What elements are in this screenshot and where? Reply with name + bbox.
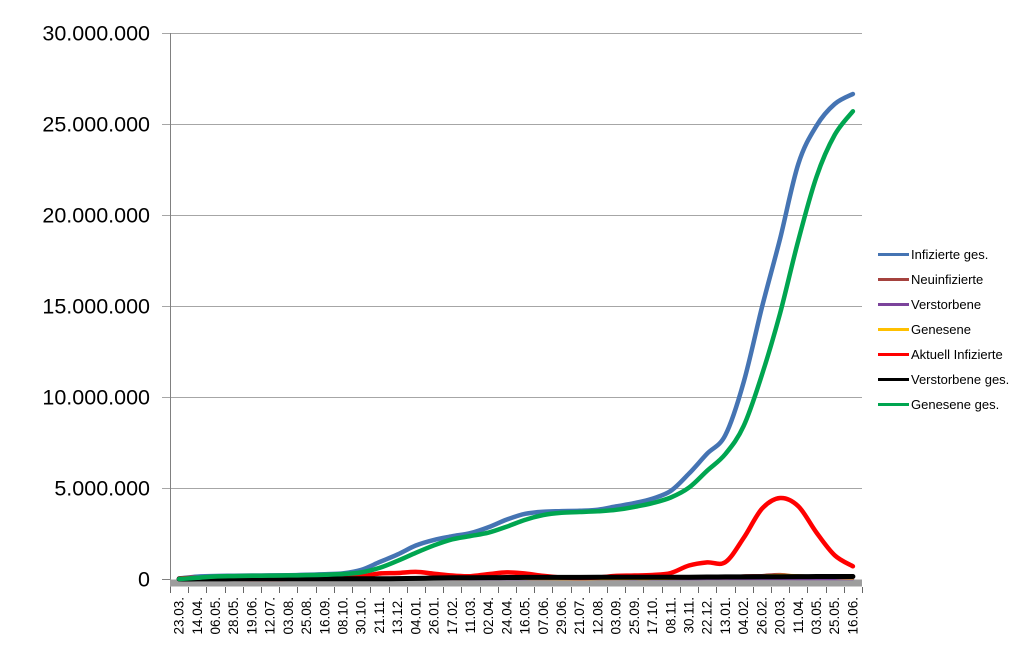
chart-legend: Infizierte ges. Neuinfizierte Verstorbene G… [878,242,1009,417]
x-axis-label: 13.12. [390,597,405,635]
legend-line-swatch [878,378,909,381]
x-axis-label: 12.07. [263,597,278,635]
series-line-genesene-ges [176,109,856,582]
legend-label: Neuinfizierte [911,272,984,287]
legend-line-swatch [878,303,909,306]
x-axis-label: 04.02. [736,597,751,635]
legend-line-swatch [878,353,909,356]
x-axis-label: 07.06. [536,597,551,635]
x-axis-label: 28.05. [226,597,241,635]
y-axis-labels: 0 5.000.000 10.000.000 15.000.000 20.000.000… [42,22,150,592]
legend-label: Verstorbene [911,297,982,312]
x-axis-label: 20.03. [773,597,788,635]
y-axis-label: 20.000.000 [42,204,150,228]
y-axis-label: 10.000.000 [42,386,150,410]
gridlines [162,33,862,580]
x-axis-label: 13.01. [718,597,733,635]
x-axis-label: 04.01. [408,597,423,635]
y-axis-label: 5.000.000 [54,477,150,501]
x-axis-label: 17.10. [645,597,660,635]
x-axis-label: 16.05. [518,597,533,635]
y-axis-label: 15.000.000 [42,295,150,319]
x-axis-label: 25.08. [299,597,314,635]
legend-item: Verstorbene [878,292,1009,317]
series-line-verstorbene-ges [176,574,856,582]
x-axis-label: 08.10. [336,597,351,635]
legend-item: Genesene [878,317,1009,342]
x-axis-band [170,579,862,587]
x-axis-label: 03.05. [809,597,824,635]
x-axis-label: 03.09. [609,597,624,635]
x-axis-label: 22.12. [700,597,715,635]
y-axis-label: 0 [138,568,150,592]
x-axis-label: 26.02. [754,597,769,635]
x-axis-label: 02.04. [481,597,496,635]
legend-label: Aktuell Infizierte [911,347,1003,362]
y-axis-label: 25.000.000 [42,113,150,137]
legend-item: Verstorbene ges. [878,367,1009,392]
x-axis-label: 16.09. [317,597,332,635]
legend-label: Genesene [911,322,971,337]
x-axis-label: 26.01. [427,597,442,635]
x-axis-labels: 23.03. 14.04. 06.05. 28.05. 19.06. 12.07. 03.0… [172,597,861,635]
legend-label: Genesene ges. [911,397,1000,412]
x-axis-label: 30.11. [682,597,697,634]
x-axis-label: 30.10. [354,597,369,635]
legend-item: Neuinfizierte [878,267,1009,292]
series [176,91,856,582]
series-line-infizierte-ges [176,91,856,581]
x-axis-label: 24.04. [499,597,514,635]
x-axis-label: 11.03. [463,597,478,634]
x-axis-label: 17.02. [445,597,460,635]
x-axis-label: 06.05. [208,597,223,635]
x-axis-label: 16.06. [845,597,860,635]
axes [170,33,863,593]
x-axis-label: 25.09. [627,597,642,635]
x-axis-label: 21.11. [372,597,387,634]
x-axis-label: 03.08. [281,597,296,635]
legend-item: Genesene ges. [878,392,1009,417]
x-axis-label: 08.11. [663,597,678,634]
legend-line-swatch [878,328,909,331]
legend-item: Aktuell Infizierte [878,342,1009,367]
y-axis-label: 30.000.000 [42,22,150,46]
x-axis-label: 21.07. [572,597,587,635]
x-axis-label: 23.03. [172,597,187,635]
x-axis-label: 11.04. [791,597,806,634]
legend-label: Verstorbene ges. [911,372,1010,387]
x-axis-label: 25.05. [827,597,842,635]
legend-label: Infizierte ges. [911,247,989,262]
x-axis-label: 12.08. [590,597,605,635]
series-line-aktuell-infizierte [176,495,856,582]
x-axis-label: 14.04. [190,597,205,635]
legend-line-swatch [878,403,909,406]
legend-line-swatch [878,278,909,281]
x-axis-label: 29.06. [554,597,569,635]
x-axis-label: 19.06. [244,597,259,635]
legend-item: Infizierte ges. [878,242,1009,267]
legend-line-swatch [878,253,909,256]
